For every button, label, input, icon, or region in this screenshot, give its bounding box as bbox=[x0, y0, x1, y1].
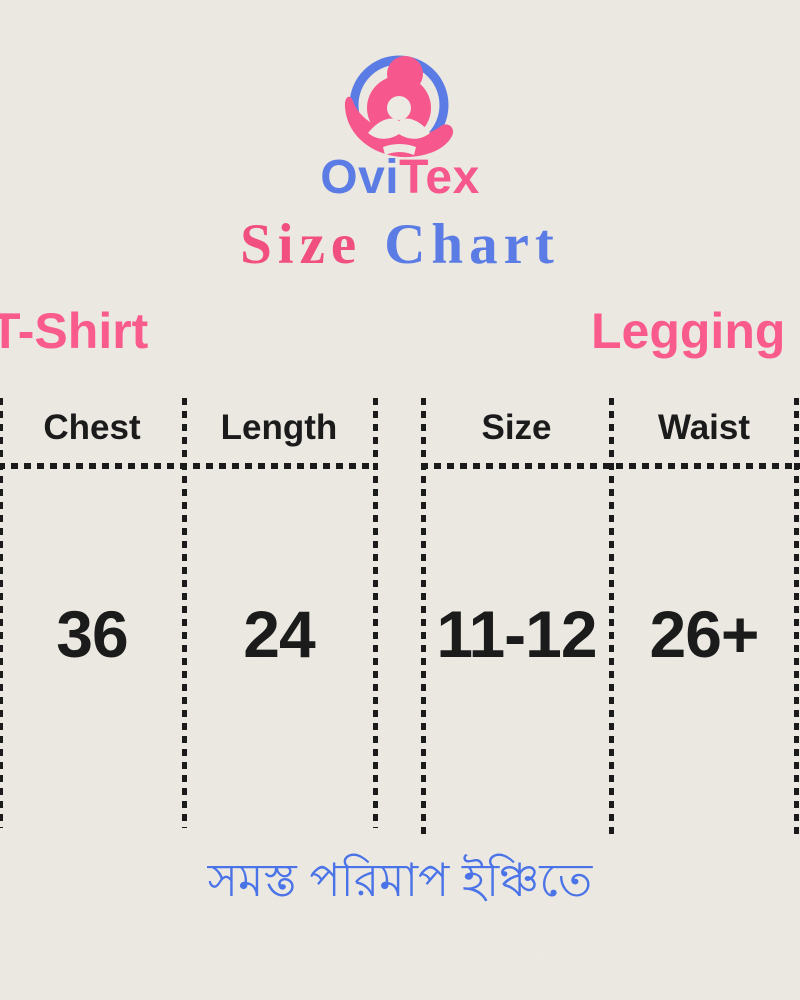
brand-name: OviTex bbox=[0, 151, 800, 205]
tshirt-table-right-border bbox=[373, 398, 378, 828]
section-label-legging: Legging bbox=[591, 303, 786, 359]
legging-header-size: Size bbox=[481, 408, 552, 447]
page-title-word-chart: Chart bbox=[384, 213, 560, 276]
brand-name-part-pink: Tex bbox=[399, 151, 480, 204]
page-title: Size Chart bbox=[0, 216, 800, 273]
legging-table-right-border bbox=[794, 398, 799, 836]
legging-table-divider bbox=[609, 398, 614, 836]
legging-header-waist: Waist bbox=[657, 408, 751, 447]
tshirt-header-chest: Chest bbox=[43, 408, 141, 447]
section-label-tshirt: T-Shirt bbox=[0, 303, 149, 359]
page-title-word-size: Size bbox=[240, 213, 363, 276]
tshirt-table-header-rule bbox=[0, 463, 378, 469]
legging-value-waist: 26+ bbox=[649, 597, 760, 671]
legging-table-header-rule bbox=[421, 463, 800, 469]
tshirt-header-length: Length bbox=[220, 408, 338, 447]
brand-logo-mother-child-icon bbox=[344, 55, 454, 158]
legging-table-left-border bbox=[421, 398, 426, 836]
tshirt-table-divider bbox=[182, 398, 187, 828]
brand-name-part-blue: Ovi bbox=[320, 151, 400, 204]
legging-value-size: 11-12 bbox=[436, 597, 597, 671]
tshirt-value-chest: 36 bbox=[56, 597, 128, 671]
measurement-unit-note: সমস্ত পরিমাপ ইঞ্চিতে bbox=[207, 854, 593, 906]
tshirt-value-length: 24 bbox=[243, 597, 315, 671]
tshirt-table-left-border bbox=[0, 398, 3, 828]
